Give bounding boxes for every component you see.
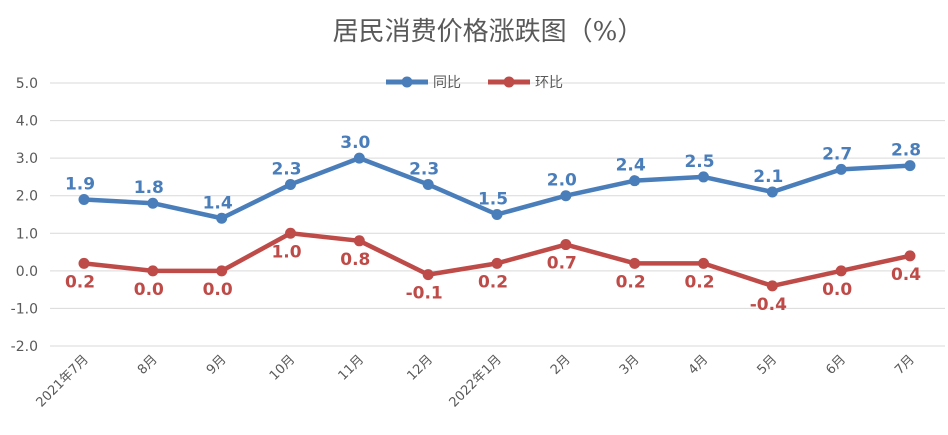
legend-marker-yoy [401, 76, 413, 88]
data-label: 2.7 [822, 144, 852, 164]
data-point [835, 163, 847, 175]
y-tick-label: 5.0 [16, 76, 38, 92]
data-point [698, 171, 709, 183]
data-label: 0.2 [65, 272, 95, 292]
legend-item-mom: 环比 [488, 75, 563, 91]
data-label: 1.0 [271, 242, 301, 262]
data-point [560, 190, 572, 202]
data-point [147, 265, 159, 277]
data-point [147, 197, 159, 209]
data-label: 0.2 [684, 272, 714, 292]
data-point [766, 186, 778, 198]
x-tick-label: 5月 [755, 352, 781, 378]
legend-marker-mom [503, 76, 515, 88]
data-label: 1.8 [134, 178, 164, 198]
y-tick-label: -1.0 [11, 301, 38, 317]
data-label: 2.1 [753, 167, 783, 187]
data-label: 2.8 [891, 141, 921, 161]
data-point [698, 257, 709, 269]
x-tick-label: 2月 [548, 352, 574, 378]
data-point [766, 280, 778, 292]
data-point [629, 175, 641, 187]
x-axis-ticks: 2021年7月 8月 9月 10月 11月 12月 2022年1月 2月 3月 4月 5月 6月 7月 [34, 352, 918, 410]
data-point [285, 178, 296, 190]
data-point [78, 257, 90, 269]
chart-title: 居民消费价格涨跌图（%） [333, 17, 644, 47]
data-label: 2.3 [409, 159, 439, 179]
data-point [422, 178, 434, 190]
y-tick-label: 0.0 [16, 264, 38, 280]
x-tick-label: 8月 [135, 352, 161, 378]
data-point [629, 257, 641, 269]
data-label: 3.0 [340, 133, 370, 153]
legend-label-mom: 环比 [535, 75, 563, 91]
legend-item-yoy: 同比 [386, 75, 461, 91]
data-point [78, 193, 90, 205]
data-point [216, 212, 228, 224]
data-label: 0.8 [340, 250, 370, 270]
data-label: -0.4 [750, 295, 787, 315]
x-tick-label: 6月 [823, 352, 849, 378]
y-axis-ticks: 5.0 4.0 3.0 2.0 1.0 0.0 -1.0 -2.0 [11, 76, 38, 355]
data-point [835, 265, 847, 277]
y-tick-label: 4.0 [16, 114, 38, 130]
data-label: 2.0 [547, 171, 577, 191]
data-label: 1.9 [65, 174, 95, 194]
data-point [353, 152, 365, 164]
series-lines [78, 152, 916, 292]
x-tick-label: 9月 [204, 352, 230, 378]
x-tick-label: 12月 [404, 352, 435, 383]
data-label: 2.4 [616, 156, 646, 176]
y-tick-label: 2.0 [16, 189, 38, 205]
data-point [216, 265, 228, 277]
data-label: 2.3 [271, 159, 301, 179]
data-label: -0.1 [406, 284, 443, 304]
data-point [422, 269, 434, 281]
x-tick-label: 7月 [892, 352, 918, 378]
data-label: 1.5 [478, 190, 508, 210]
data-point [353, 235, 365, 247]
data-label: 0.2 [616, 272, 646, 292]
data-point [904, 250, 916, 262]
data-label: 0.7 [547, 254, 577, 274]
data-label: 0.4 [891, 265, 921, 285]
data-point [491, 257, 503, 269]
y-tick-label: 1.0 [16, 226, 38, 242]
data-label: 2.5 [684, 152, 714, 172]
legend: 同比 环比 [386, 75, 563, 91]
y-tick-label: -2.0 [11, 339, 38, 355]
x-tick-label: 2022年1月 [447, 352, 505, 410]
data-label: 1.4 [203, 193, 233, 213]
x-tick-label: 10月 [267, 352, 298, 383]
data-label: 0.0 [822, 280, 852, 300]
data-point [491, 209, 503, 220]
data-label: 0.0 [134, 280, 164, 300]
y-tick-label: 3.0 [16, 151, 38, 167]
data-labels: 1.9 1.8 1.4 2.3 3.0 2.3 1.5 2.0 2.4 2.5 2.1 2.7 2.8 0… [65, 133, 921, 315]
x-tick-label: 2021年7月 [34, 352, 92, 410]
data-label: 0.0 [203, 280, 233, 300]
data-point [904, 160, 916, 172]
data-label: 0.2 [478, 272, 508, 292]
data-point [285, 227, 296, 239]
x-tick-label: 11月 [336, 352, 367, 383]
x-tick-label: 3月 [617, 352, 643, 378]
x-tick-label: 4月 [686, 352, 712, 378]
legend-label-yoy: 同比 [433, 75, 461, 91]
data-point [560, 239, 572, 251]
